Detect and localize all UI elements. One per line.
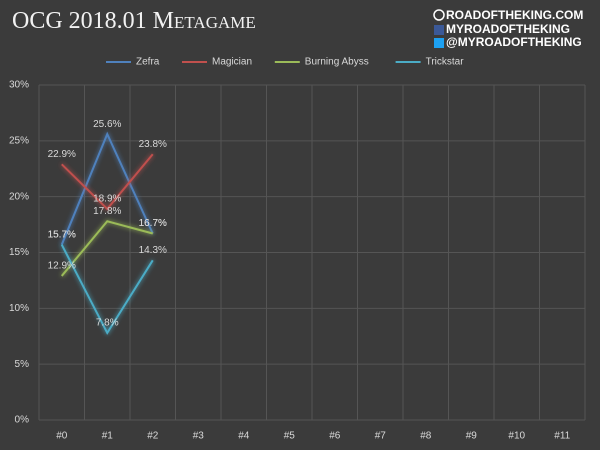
data-label: 17.8%	[93, 206, 121, 217]
y-tick-label: 15%	[9, 247, 29, 258]
x-tick-label: #3	[193, 431, 205, 442]
data-label: 7.8%	[96, 318, 119, 329]
x-tick-label: #9	[466, 431, 478, 442]
legend-label: Magician	[212, 57, 252, 68]
series-line	[60, 244, 154, 335]
data-label: 15.7%	[48, 229, 76, 240]
brand-text: MYROADOFTHEKING	[446, 22, 570, 36]
x-tick-label: #5	[284, 431, 296, 442]
twitter-icon	[434, 38, 444, 48]
data-label: 18.9%	[93, 194, 121, 205]
data-label: 15.7%	[48, 229, 76, 240]
x-tick-label: #4	[238, 431, 250, 442]
x-tick-label: #1	[102, 431, 114, 442]
x-tick-label: #6	[329, 431, 341, 442]
legend-label: Burning Abyss	[305, 57, 369, 68]
data-label: 12.9%	[48, 261, 76, 272]
series-line	[61, 153, 154, 211]
y-tick-label: 20%	[9, 191, 29, 202]
y-tick-label: 0%	[15, 415, 30, 426]
chart-title: OCG 2018.01 Metagame	[12, 8, 256, 34]
x-tick-label: #0	[56, 431, 68, 442]
brand-icon	[433, 9, 445, 21]
x-tick-label: #10	[508, 431, 525, 442]
x-tick-label: #7	[375, 431, 387, 442]
data-label: 23.8%	[139, 139, 167, 150]
facebook-icon	[434, 25, 444, 35]
data-label: 22.9%	[48, 149, 76, 160]
brand-text: @MYROADOFTHEKING	[446, 35, 582, 49]
y-tick-label: 10%	[9, 303, 29, 314]
legend-label: Zefra	[136, 57, 160, 68]
data-label: 14.3%	[139, 245, 167, 256]
y-tick-label: 5%	[15, 359, 30, 370]
series-line	[60, 220, 154, 277]
data-label: 25.6%	[93, 119, 121, 130]
y-tick-label: 30%	[9, 80, 29, 91]
data-label: 16.7%	[139, 218, 167, 229]
x-tick-label: #8	[420, 431, 432, 442]
brand-text: ROADOFTHEKING.COM	[446, 8, 583, 22]
x-tick-label: #11	[554, 431, 570, 442]
y-tick-label: 25%	[9, 135, 29, 146]
legend-label: Trickstar	[426, 57, 465, 68]
series-line	[60, 131, 154, 246]
data-label: 16.7%	[139, 218, 167, 229]
x-tick-label: #2	[147, 431, 159, 442]
